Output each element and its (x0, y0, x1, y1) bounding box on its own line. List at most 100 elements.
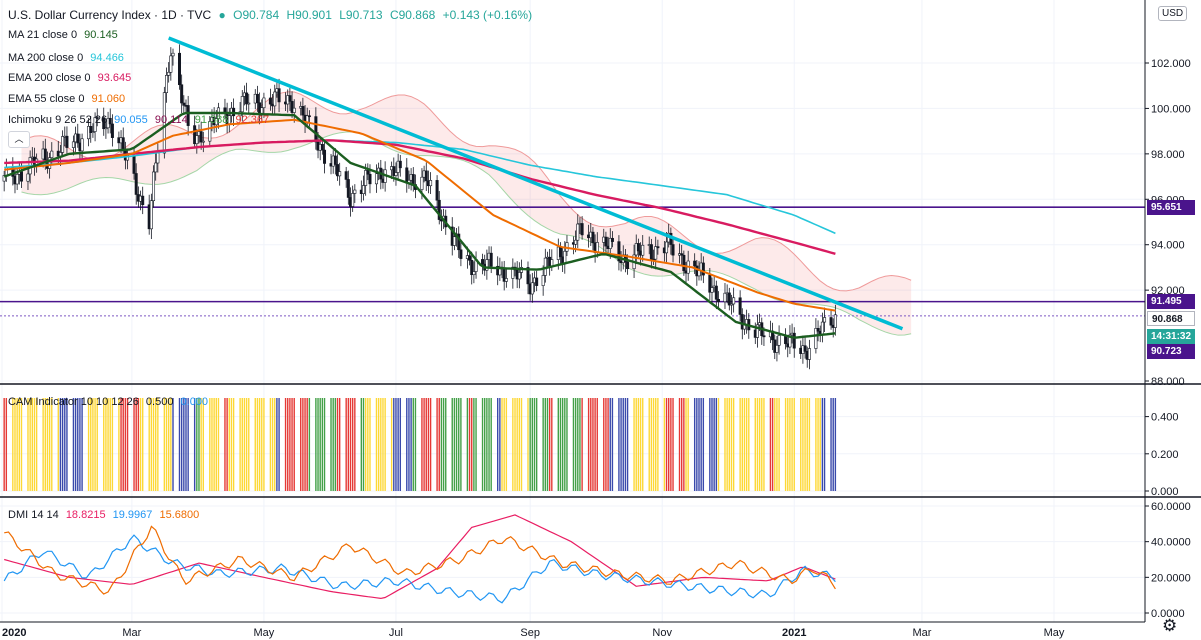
candle-body (152, 171, 156, 202)
candle-body (65, 135, 69, 148)
ohlc-close: C90.868 (389, 8, 436, 22)
candle-body (208, 121, 212, 142)
indicator-cam[interactable]: CAM Indicator 10 10 12 26 0.500 0.000 (8, 396, 212, 409)
candle-body (420, 176, 424, 190)
level-badge: 90.723 (1147, 344, 1195, 359)
candle-body (255, 93, 259, 104)
candle-body (641, 244, 645, 256)
x-tick-label: Jul (389, 627, 403, 639)
candle-body (459, 249, 463, 259)
candle-body (654, 246, 658, 260)
candle-body (102, 117, 106, 130)
indicator-ma21[interactable]: MA 21 close 0 90.145 (8, 29, 122, 42)
candle-body (80, 138, 84, 152)
dmi-series-line (4, 514, 836, 600)
indicator-value: 0.500 (145, 396, 174, 408)
y-tick-label: 102.000 (1151, 58, 1191, 70)
indicator-value: 90.145 (84, 29, 118, 41)
candle-body (511, 266, 515, 279)
candle-body (199, 131, 203, 143)
candle-body (247, 102, 251, 105)
y-tick-label: 100.000 (1151, 103, 1191, 115)
indicator-label: EMA 200 close 0 (8, 72, 91, 84)
candle-body (76, 133, 80, 144)
currency-button[interactable]: USD (1158, 6, 1188, 21)
indicator-label: MA 21 close 0 (8, 29, 78, 41)
candle-body (162, 92, 166, 154)
candle-body (649, 244, 653, 260)
candle-body (346, 179, 350, 198)
indicator-label: EMA 55 close 0 (8, 93, 85, 105)
trendline[interactable] (168, 36, 904, 331)
trendline-line (168, 36, 904, 331)
candle-body (671, 244, 675, 256)
candle-body (323, 149, 327, 164)
candle-body (193, 125, 197, 145)
candle-body (338, 171, 342, 177)
candle-body (104, 127, 108, 130)
candle-body (154, 162, 158, 173)
candle-body (820, 321, 824, 335)
candle-body (108, 117, 112, 125)
indicator-ma200[interactable]: MA 200 close 0 94.466 (8, 52, 128, 65)
candle-body (829, 317, 833, 326)
indicator-value: 15.6800 (159, 509, 200, 521)
candle-body (452, 236, 456, 246)
candle-body (19, 171, 23, 182)
candle-body (171, 52, 175, 57)
candle-body (307, 115, 311, 118)
settings-gear-icon[interactable]: ⚙ (1162, 616, 1178, 635)
candle-body (240, 96, 244, 113)
candle-body (591, 231, 595, 244)
candle-body (470, 259, 474, 276)
indicator-value: 0.000 (180, 396, 209, 408)
candle-body (777, 335, 781, 346)
x-tick-label: 2021 (782, 627, 806, 639)
indicator-ema200[interactable]: EMA 200 close 0 93.645 (8, 72, 135, 85)
candle-body (558, 246, 562, 258)
cam-indicator-bars (3, 398, 837, 491)
series-line (4, 139, 836, 255)
candle-body (245, 92, 249, 105)
countdown-badge: 14:31:32 (1147, 329, 1195, 344)
candle-body (665, 241, 669, 254)
chevron-up-icon: ︿ (14, 134, 24, 144)
candle-body (273, 91, 277, 107)
candle-body (755, 324, 759, 338)
candle-body (604, 236, 608, 247)
chart-title[interactable]: U.S. Dollar Currency Index · 1D · TVC (8, 8, 212, 22)
candle-body (504, 278, 508, 282)
candle-body (366, 170, 370, 175)
candle-body (701, 262, 705, 276)
indicator-dmi[interactable]: DMI 14 14 18.8215 19.9967 15.6800 (8, 509, 203, 522)
legend-collapse-button[interactable]: ︿ (8, 131, 30, 148)
candle-body (141, 195, 145, 206)
indicator-label: DMI 14 14 (8, 509, 59, 521)
candle-body (762, 335, 766, 338)
candle-body (71, 141, 75, 148)
indicator-ichimoku[interactable]: Ichimoku 9 26 52 26 90.055 90.114 91.388… (8, 114, 273, 127)
candle-body (15, 173, 19, 185)
y-tick-label: 88.000 (1151, 376, 1185, 388)
indicator-ema55[interactable]: EMA 55 close 0 91.060 (8, 93, 129, 106)
candle-body (351, 193, 355, 207)
level-badge: 91.495 (1147, 294, 1195, 309)
candle-body (134, 173, 138, 195)
y-tick-label: 20.0000 (1151, 572, 1191, 584)
series-line (4, 139, 836, 235)
candle-body (180, 84, 184, 104)
indicator-value: 90.055 (114, 114, 148, 126)
candle-body (165, 75, 169, 93)
y-axis-ticks: 102.000100.00098.00096.00094.00092.00088… (1145, 58, 1191, 620)
candle-body (576, 223, 580, 241)
candle-body (610, 237, 614, 242)
candle-body (727, 292, 731, 306)
candle-body (775, 344, 779, 353)
candle-body (468, 255, 472, 261)
candle-body (424, 170, 428, 182)
candle-body (457, 233, 461, 251)
candle-body (43, 148, 47, 161)
candle-body (201, 140, 205, 143)
